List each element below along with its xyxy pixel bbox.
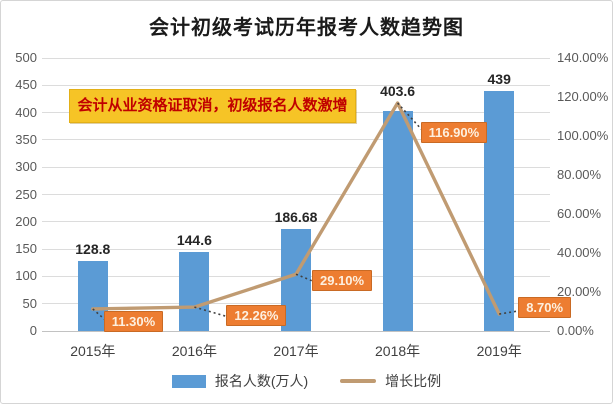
bar-value-label: 439	[487, 71, 511, 88]
y-axis-tick-left: 300	[15, 159, 37, 175]
x-axis-label: 2017年	[273, 343, 319, 359]
y-axis-tick-left: 400	[15, 104, 37, 120]
legend-bar-label: 报名人数(万人)	[214, 373, 309, 389]
gridline	[42, 166, 550, 168]
chart-title: 会计初级考试历年报考人数趋势图	[149, 17, 464, 39]
bar-value-label: 144.6	[176, 232, 212, 249]
legend-line-label: 增长比例	[385, 373, 442, 389]
bar-2018年	[382, 110, 413, 331]
plot-area: 11.30% 12.26% 29.10% 116.90% 8.70%	[42, 57, 572, 332]
pct-label-2016年: 12.26%	[226, 305, 287, 327]
y-axis-tick-left: 100	[15, 268, 37, 284]
pct-label-2019年: 8.70%	[518, 297, 572, 319]
y-axis-tick-left: 150	[15, 241, 37, 257]
y-axis-tick-right: 0.00%	[557, 323, 594, 338]
bar-value-label: 403.6	[380, 83, 416, 100]
gridline	[42, 57, 550, 59]
y-axis-tick-left: 50	[22, 295, 37, 311]
legend-line-swatch-icon	[340, 379, 377, 383]
pct-label-2015年: 11.30%	[103, 310, 164, 332]
legend-bar-swatch-icon	[171, 374, 206, 388]
legend: 报名人数(万人) 增长比例	[1, 371, 612, 391]
y-axis-tick-right: 140.00%	[557, 50, 609, 65]
y-axis-tick-right: 100.00%	[557, 128, 609, 143]
gridline	[42, 84, 550, 86]
y-axis-tick-left: 0	[29, 323, 37, 338]
gridline	[42, 194, 550, 195]
x-axis-label: 2018年	[375, 343, 421, 359]
annotation-callout: 会计从业资格证取消，初级报名人数激增	[69, 89, 356, 123]
y-axis-tick-left: 500	[15, 50, 37, 65]
x-axis-label: 2015年	[70, 343, 116, 359]
y-axis-tick-right: 80.00%	[557, 167, 602, 182]
y-axis-tick-left: 450	[15, 77, 37, 93]
bar-value-label: 186.68	[274, 209, 318, 226]
y-axis-tick-right: 60.00%	[557, 206, 602, 221]
bar-2016年	[179, 252, 210, 331]
gridline	[42, 330, 550, 332]
x-axis-label: 2016年	[171, 343, 217, 359]
y-axis-tick-left: 350	[15, 131, 37, 147]
y-axis-tick-left: 250	[15, 186, 37, 202]
y-axis-tick-right: 40.00%	[557, 245, 602, 260]
y-axis-tick-left: 200	[15, 213, 37, 229]
y-axis-tick-right: 20.00%	[557, 284, 602, 299]
y-axis-tick-right: 120.00%	[557, 89, 609, 104]
x-axis-label: 2019年	[476, 343, 522, 359]
pct-label-2018年: 116.90%	[420, 122, 488, 144]
bar-value-label: 128.8	[75, 240, 111, 257]
bar-2019年	[484, 91, 515, 331]
pct-label-2017年: 29.10%	[312, 270, 373, 292]
